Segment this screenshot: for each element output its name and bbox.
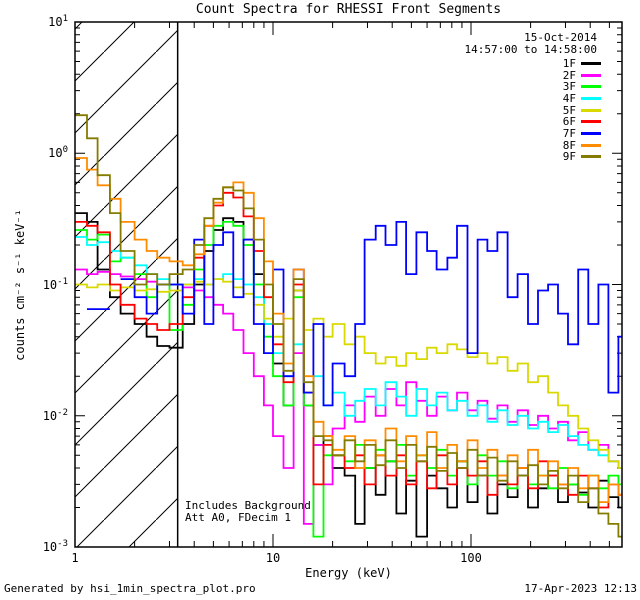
series-curve-8F xyxy=(75,157,622,503)
series-curve-7F xyxy=(87,221,622,407)
series-curves xyxy=(75,114,622,538)
legend-swatch-7F xyxy=(581,131,601,135)
legend-label-9F: 9F xyxy=(562,150,576,164)
series-curve-2F xyxy=(75,268,622,525)
y-axis-label: counts cm⁻² s⁻¹ keV⁻¹ xyxy=(13,209,27,361)
plot-timestamp: 17-Apr-2023 12:13 xyxy=(524,582,637,595)
y-tick-label: 100 xyxy=(48,145,68,161)
series-curve-1F xyxy=(75,212,622,538)
legend-label-5F: 5F xyxy=(562,103,576,117)
legend-swatch-3F xyxy=(581,85,601,89)
legend-swatch-2F xyxy=(581,73,601,77)
annotation-includes-background: Includes Background xyxy=(185,499,311,512)
observation-date: 15-Oct-2014 xyxy=(524,31,597,44)
x-tick-label: 100 xyxy=(460,551,482,565)
legend-label-3F: 3F xyxy=(562,80,576,94)
plot-frame xyxy=(74,21,623,548)
legend-swatch-4F xyxy=(581,96,601,100)
legend-swatch-8F xyxy=(581,143,601,147)
x-axis-label: Energy (keV) xyxy=(305,566,392,580)
x-tick-label: 1 xyxy=(71,551,79,565)
legend-label-7F: 7F xyxy=(562,126,576,140)
legend-swatch-9F xyxy=(581,155,601,159)
x-tick-label: 10 xyxy=(265,551,281,565)
page-title: Count Spectra for RHESSI Front Segments xyxy=(195,2,502,17)
legend-swatch-1F xyxy=(581,62,601,65)
observation-time-range: 14:57:00 to 14:58:00 xyxy=(464,43,597,56)
legend-label-2F: 2F xyxy=(562,68,576,82)
legend-label-4F: 4F xyxy=(562,91,576,105)
y-tick-label: 10-1 xyxy=(42,276,68,292)
legend-label-1F: 1F xyxy=(562,57,576,70)
legend-swatch-6F xyxy=(581,120,601,124)
series-curve-9F xyxy=(75,114,622,538)
y-tick-label: 101 xyxy=(48,14,68,29)
legend-swatch-5F xyxy=(581,108,601,112)
annotation-attenuator-state: Att A0, FDecim 1 xyxy=(185,511,291,524)
generator-stamp: Generated by hsi_1min_spectra_plot.pro xyxy=(4,582,256,595)
legend-label-8F: 8F xyxy=(562,138,576,152)
y-tick-label: 10-2 xyxy=(42,407,68,423)
legend-label-6F: 6F xyxy=(562,115,576,129)
y-tick-label: 10-3 xyxy=(42,539,68,554)
